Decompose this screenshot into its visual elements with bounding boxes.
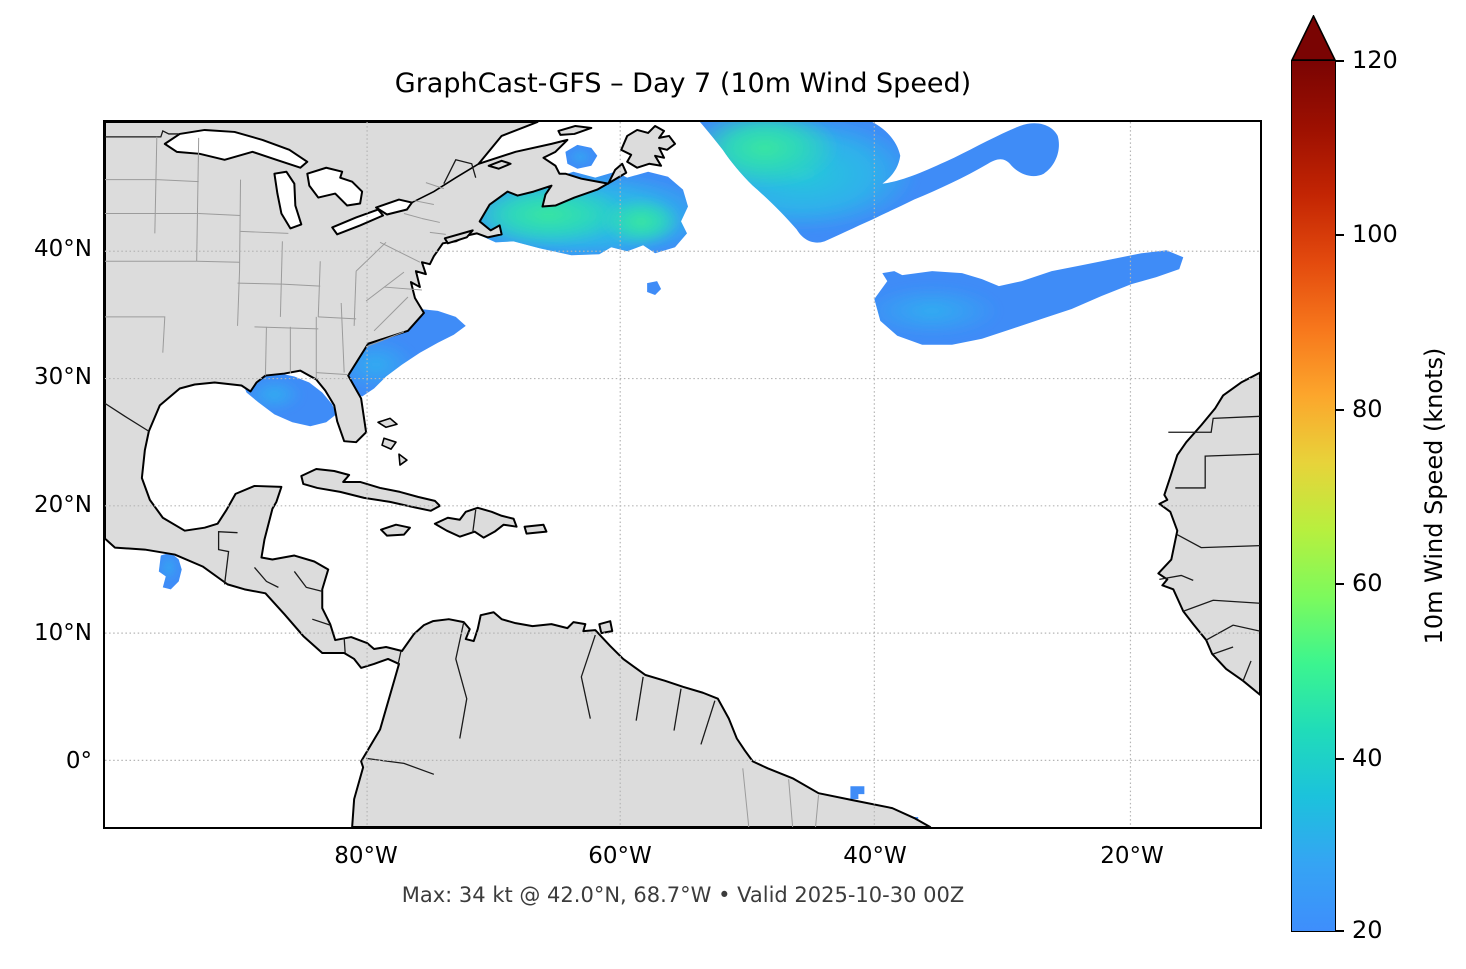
y-tick-30n: 30°N	[34, 364, 92, 390]
colorbar-ticklabel-80: 80	[1352, 395, 1383, 423]
colorbar-gradient	[1291, 60, 1336, 932]
gridlines	[105, 122, 1260, 827]
island-pei	[487, 159, 512, 170]
colorbar-axis-label: 10m Wind Speed (knots)	[1420, 347, 1448, 645]
island-puerto-rico	[523, 523, 548, 535]
wind-patch-gulf-of-mexico	[242, 372, 337, 427]
colorbar-tick-100	[1336, 234, 1344, 236]
x-tick-40w: 40°W	[843, 843, 907, 869]
colorbar-ticklabel-120: 120	[1352, 46, 1398, 74]
landmasses	[105, 122, 1260, 827]
colorbar-tick-20	[1336, 930, 1344, 932]
colorbar-ticklabel-60: 60	[1352, 569, 1383, 597]
colorbar-arrow-shape	[1291, 15, 1336, 61]
subtitle-max-valid: Max: 34 kt @ 42.0°N, 68.7°W • Valid 2025…	[401, 883, 965, 907]
x-tick-80w: 80°W	[334, 843, 398, 869]
lake-superior	[163, 128, 309, 169]
colorbar-tick-120	[1336, 60, 1344, 62]
x-tick-20w: 20°W	[1100, 843, 1164, 869]
country-borders	[105, 130, 1260, 775]
lake-ontario	[375, 198, 413, 216]
land-americas	[105, 122, 932, 827]
lake-erie	[331, 208, 385, 236]
y-tick-20n: 20°N	[34, 492, 92, 518]
x-tick-60w: 60°W	[588, 843, 652, 869]
islands-bahamas	[377, 417, 408, 466]
wind-patch-mid-atlantic-band	[874, 250, 1184, 345]
colorbar-ticklabel-40: 40	[1352, 744, 1383, 772]
y-tick-40n: 40°N	[34, 236, 92, 262]
island-anticosti	[557, 124, 593, 136]
state-borders	[105, 136, 820, 827]
lake-huron	[306, 166, 364, 207]
page-title: GraphCast-GFS – Day 7 (10m Wind Speed)	[394, 68, 972, 99]
island-long-island	[443, 229, 474, 245]
great-lakes	[163, 128, 413, 236]
st-lawrence-river	[411, 163, 480, 204]
island-newfoundland	[620, 124, 677, 169]
island-trinidad	[598, 620, 614, 635]
y-tick-0: 0°	[65, 748, 92, 774]
colorbar-ticklabel-100: 100	[1352, 220, 1398, 248]
land-africa	[1157, 371, 1260, 696]
colorbar-arrow	[1291, 15, 1336, 61]
map-canvas	[103, 120, 1262, 829]
island-cuba	[300, 468, 441, 512]
island-hispaniola	[433, 506, 518, 539]
map-svg	[105, 122, 1260, 827]
wind-patch-gulf-st-lawrence	[565, 144, 598, 169]
island-jamaica	[380, 523, 411, 537]
colorbar-ticklabel-20: 20	[1352, 916, 1383, 944]
colorbar-tick-80	[1336, 409, 1344, 411]
colorbar-tick-40	[1336, 758, 1344, 760]
lake-michigan	[273, 170, 303, 230]
colorbar-tick-60	[1336, 583, 1344, 585]
y-tick-10n: 10°N	[34, 620, 92, 646]
wind-patch-tehuantepec	[158, 552, 182, 590]
